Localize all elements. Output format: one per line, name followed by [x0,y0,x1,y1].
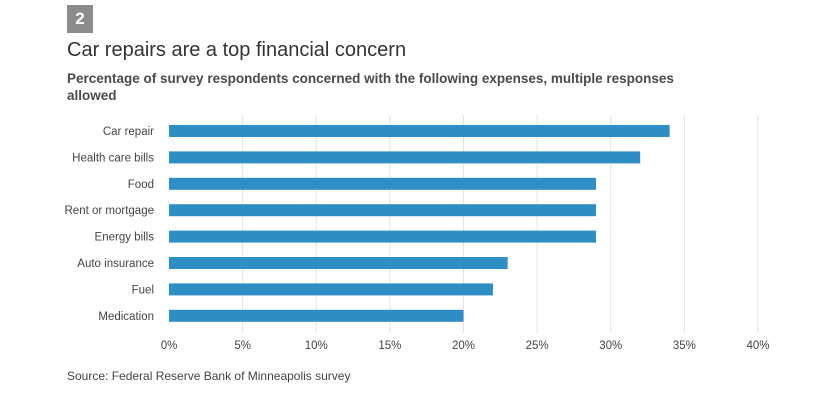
x-tick-label: 25% [526,340,549,352]
bar [169,309,464,322]
x-tick-label: 0% [161,340,178,352]
category-label: Auto insurance [77,258,154,270]
bar [169,230,597,243]
bar [169,283,493,296]
chart-title: Car repairs are a top financial concern [67,39,407,61]
bar [169,177,597,190]
category-label: Food [128,179,154,191]
x-tick-label: 40% [746,340,769,352]
category-labels: Car repair Health care bills Food Rent or m… [65,126,155,323]
category-label: Rent or mortgage [65,205,155,217]
x-tick-label: 35% [673,340,696,352]
category-label: Fuel [132,284,154,296]
category-label: Car repair [103,126,154,138]
x-tick-label: 10% [305,340,328,352]
x-tick-label: 5% [234,340,251,352]
category-label: Health care bills [72,152,154,164]
category-label: Energy bills [95,232,155,244]
bar [169,151,641,164]
bar [169,257,508,269]
source-note: Source: Federal Reserve Bank of Minneapo… [67,369,351,383]
category-label: Medication [98,311,154,323]
x-tick-label: 20% [452,340,475,352]
bar [169,204,597,217]
bars [169,125,670,322]
x-axis-tick-labels: 0% 5% 10% 15% 20% 25% 30% 35% 40% [161,340,770,352]
gridlines [242,115,759,333]
bar [169,125,670,137]
x-tick-label: 15% [378,340,401,352]
figure-number-badge: 2 [67,5,93,33]
chart-subtitle: Percentage of survey respondents concern… [67,71,674,103]
bar-chart: Car repair Health care bills Food Rent or m… [65,115,770,352]
x-tick-label: 30% [599,340,622,352]
